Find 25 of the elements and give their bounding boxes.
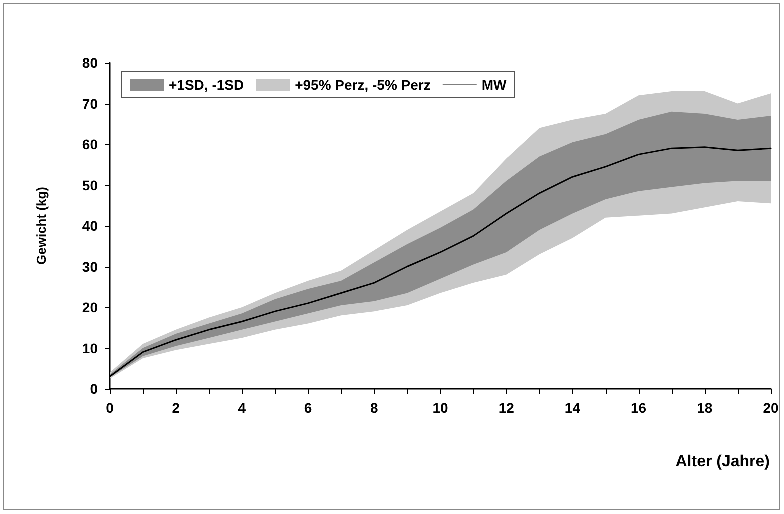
x-tick-label: 2 — [172, 400, 180, 416]
x-tick-label: 18 — [697, 400, 713, 416]
y-tick-label: 60 — [82, 136, 98, 152]
x-tick-label: 16 — [631, 400, 647, 416]
y-tick-label: 0 — [90, 381, 98, 397]
legend-label: +1SD, -1SD — [169, 77, 244, 93]
y-tick-label: 30 — [82, 258, 98, 275]
x-tick-label: 14 — [564, 400, 581, 416]
x-tick-label: 0 — [106, 400, 114, 416]
legend-label: +95% Perz, -5% Perz — [295, 77, 431, 93]
y-tick-label: 40 — [82, 218, 98, 234]
x-tick-label: 10 — [432, 400, 448, 416]
legend-label: MW — [482, 77, 508, 93]
y-tick-label: 50 — [82, 177, 98, 194]
x-tick-label: 20 — [763, 400, 779, 416]
y-tick-label: 10 — [82, 340, 98, 356]
y-tick-label: 70 — [82, 96, 98, 112]
y-tick-label: 80 — [82, 55, 98, 71]
x-tick-label: 6 — [304, 400, 312, 416]
y-axis-title: Gewicht (kg) — [34, 186, 49, 266]
x-tick-label: 4 — [238, 400, 246, 416]
y-tick-label: 20 — [82, 300, 98, 316]
x-axis-title: Alter (Jahre) — [676, 454, 770, 470]
x-tick-label: 8 — [370, 400, 378, 416]
x-tick-label: 12 — [498, 400, 515, 416]
